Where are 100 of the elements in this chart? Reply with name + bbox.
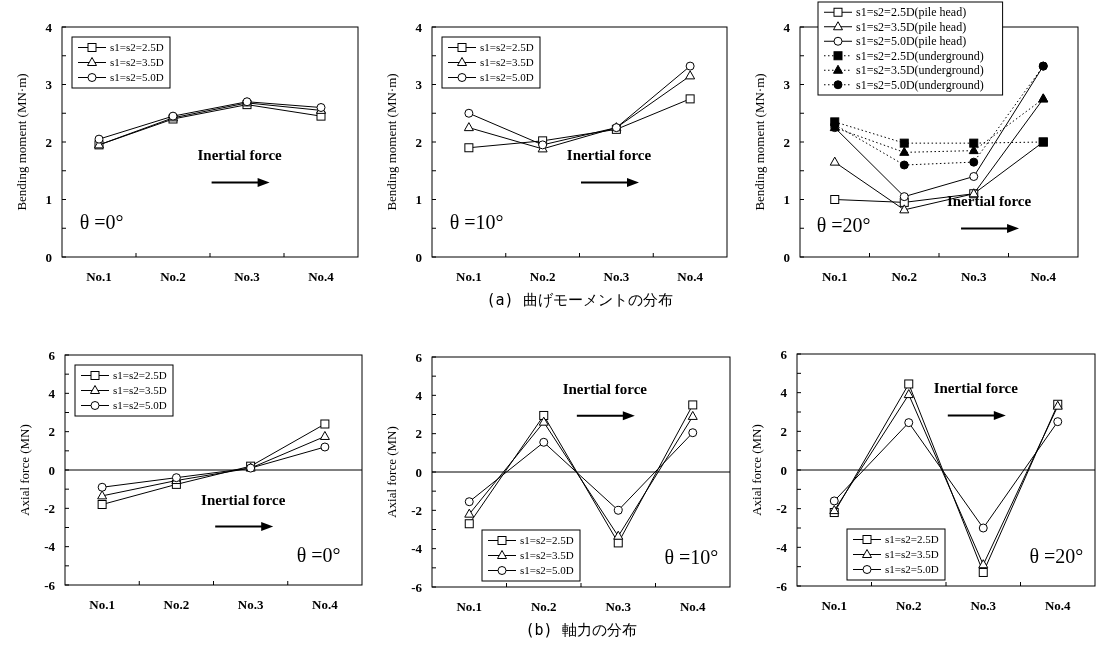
y-tick-label: 2 <box>783 134 790 150</box>
legend-label: s1=s2=2.5D <box>885 533 939 546</box>
y-axis-title: Bending moment (MN·m) <box>752 73 767 211</box>
y-tick-label: -4 <box>411 541 423 557</box>
legend-label: s1=s2=5.0D <box>480 71 534 84</box>
text: (b) 軸力の分布 <box>525 621 637 639</box>
y-tick-label: 2 <box>415 134 422 150</box>
y-tick-label: 0 <box>45 249 52 265</box>
annotation: θ =20° <box>816 213 871 236</box>
x-tick-label: No.2 <box>895 598 922 613</box>
y-tick-label: 1 <box>783 192 790 208</box>
y-tick-label: -4 <box>44 539 56 555</box>
y-tick-label: 6 <box>780 346 788 362</box>
y-tick-label: 4 <box>415 19 423 35</box>
legend-label: s1=s2=3.5D <box>520 549 574 562</box>
y-tick-label: 4 <box>48 385 56 401</box>
x-tick-label: No.3 <box>237 597 264 612</box>
x-tick-label: No.4 <box>308 269 335 284</box>
y-tick-label: -2 <box>776 501 787 517</box>
annotation: θ =10° <box>664 546 719 568</box>
y-tick-label: 2 <box>45 134 52 150</box>
x-tick-label: No.2 <box>163 597 190 612</box>
x-tick-label: No.1 <box>821 269 848 284</box>
x-tick-label: No.4 <box>677 269 704 284</box>
x-tick-label: No.4 <box>1030 269 1057 284</box>
legend-label: s1=s2=2.5D <box>113 369 167 382</box>
y-tick-label: 0 <box>415 249 422 265</box>
y-tick-label: 3 <box>45 77 53 93</box>
legend-label: s1=s2=2.5D <box>110 41 164 54</box>
x-tick-label: No.2 <box>530 599 557 614</box>
y-tick-label: 4 <box>780 385 788 401</box>
text: (a) 曲げモーメントの分布 <box>486 291 673 309</box>
legend-label: s1=s2=5.0D <box>113 399 167 412</box>
x-tick-label: No.3 <box>603 269 630 284</box>
y-tick-label: 4 <box>45 19 53 35</box>
legend-label: s1=s2=2.5D <box>520 534 574 547</box>
legend-label: s1=s2=3.5D(underground) <box>856 63 984 78</box>
x-tick-label: No.3 <box>234 269 261 284</box>
x-tick-label: No.1 <box>821 598 848 613</box>
y-tick-label: 1 <box>415 192 422 208</box>
annotation: Inertial force <box>201 491 286 508</box>
legend-label: s1=s2=5.0D <box>885 563 939 576</box>
y-tick-label: 4 <box>783 19 791 35</box>
legend-label: s1=s2=3.5D(pile head) <box>856 19 967 34</box>
x-tick-label: No.4 <box>312 597 339 612</box>
x-tick-label: No.1 <box>89 597 115 612</box>
y-tick-label: -2 <box>411 502 422 518</box>
x-tick-label: No.4 <box>679 599 707 614</box>
x-tick-label: No.4 <box>1044 598 1072 613</box>
y-axis-title: Axial force (MN) <box>384 426 399 518</box>
y-tick-label: -4 <box>776 539 788 555</box>
x-tick-label: No.2 <box>160 269 186 284</box>
legend-label: s1=s2=2.5D(underground) <box>856 48 984 63</box>
annotation: θ =0° <box>296 544 341 566</box>
y-tick-label: 6 <box>48 347 56 363</box>
y-tick-label: 2 <box>780 423 787 439</box>
x-tick-label: No.3 <box>970 598 997 613</box>
x-tick-label: No.3 <box>960 269 988 284</box>
y-tick-label: 2 <box>48 424 55 440</box>
y-tick-label: -6 <box>776 578 788 594</box>
x-tick-label: No.1 <box>86 269 112 284</box>
y-tick-label: 0 <box>48 462 55 478</box>
legend-label: s1=s2=2.5D <box>480 41 534 54</box>
legend-label: s1=s2=5.0D <box>110 71 164 84</box>
legend-label: s1=s2=5.0D(pile head) <box>856 34 967 49</box>
annotation: θ =0° <box>79 211 124 234</box>
y-tick-label: -2 <box>44 500 55 516</box>
y-tick-label: -6 <box>411 579 423 595</box>
x-tick-label: No.2 <box>891 269 918 284</box>
annotation: θ =20° <box>1029 544 1084 567</box>
legend-label: s1=s2=3.5D <box>113 384 167 397</box>
legend-label: s1=s2=3.5D <box>110 56 164 69</box>
y-tick-label: 4 <box>415 387 423 403</box>
legend-label: s1=s2=3.5D <box>480 56 534 69</box>
legend-label: s1=s2=5.0D <box>520 564 574 577</box>
y-tick-label: 0 <box>780 462 787 478</box>
y-axis-title: Bending moment (MN·m) <box>14 73 29 211</box>
annotation: Inertial force <box>197 147 283 164</box>
y-tick-label: 2 <box>415 426 422 442</box>
y-tick-label: 0 <box>415 464 422 480</box>
y-tick-label: -6 <box>44 577 56 593</box>
legend-label: s1=s2=3.5D <box>885 548 939 561</box>
annotation: Inertial force <box>562 380 648 397</box>
y-tick-label: 6 <box>415 349 423 365</box>
y-axis-title: Bending moment (MN·m) <box>384 73 399 211</box>
annotation: Inertial force <box>946 193 1032 210</box>
annotation: Inertial force <box>566 147 652 164</box>
y-tick-label: 3 <box>783 77 791 93</box>
y-axis-title: Axial force (MN) <box>749 424 764 516</box>
legend-label: s1=s2=5.0D(underground) <box>856 77 984 92</box>
y-tick-label: 3 <box>415 77 423 93</box>
legend-label: s1=s2=2.5D(pile head) <box>856 5 967 20</box>
x-tick-label: No.1 <box>456 269 482 284</box>
y-axis-title: Axial force (MN) <box>17 424 32 516</box>
annotation: θ =10° <box>449 211 504 234</box>
x-tick-label: No.3 <box>605 599 632 614</box>
y-tick-label: 0 <box>783 249 790 265</box>
x-tick-label: No.2 <box>529 269 556 284</box>
x-tick-label: No.1 <box>456 599 483 614</box>
y-tick-label: 1 <box>45 192 52 208</box>
